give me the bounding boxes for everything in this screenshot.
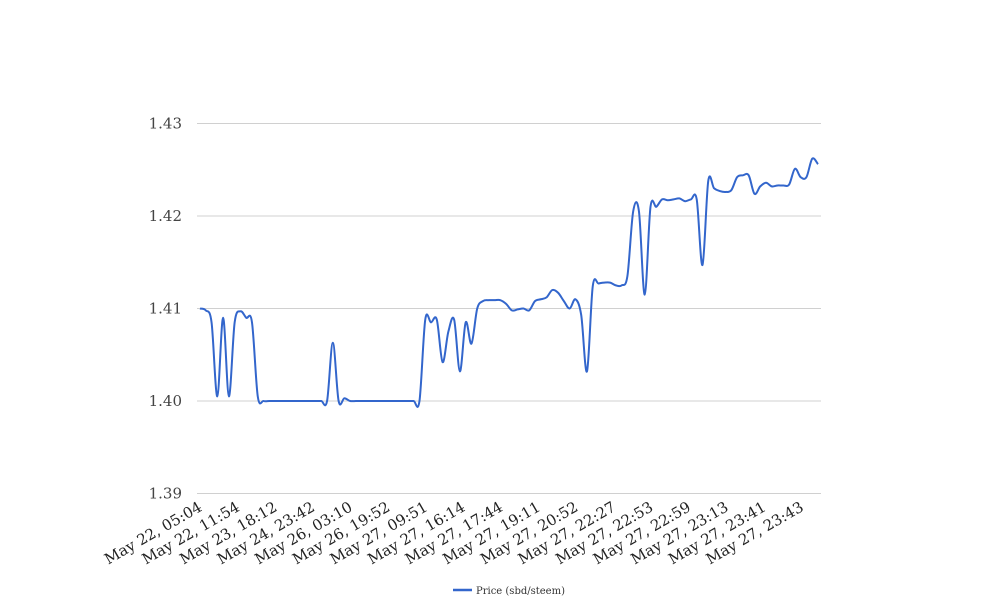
legend[interactable]: Price (sbd/steem) xyxy=(453,586,565,597)
series-line xyxy=(199,157,819,408)
y-axis-tick-labels: 1.39 1.40 1.41 1.42 1.43 xyxy=(149,115,182,503)
y-tick-label: 1.42 xyxy=(149,207,182,225)
y-tick-label: 1.39 xyxy=(149,485,182,503)
y-tick-label: 1.43 xyxy=(149,115,182,133)
y-tick-label: 1.41 xyxy=(149,300,182,318)
legend-label: Price (sbd/steem) xyxy=(476,586,565,597)
y-tick-label: 1.40 xyxy=(149,392,182,410)
series-lines xyxy=(199,157,819,408)
